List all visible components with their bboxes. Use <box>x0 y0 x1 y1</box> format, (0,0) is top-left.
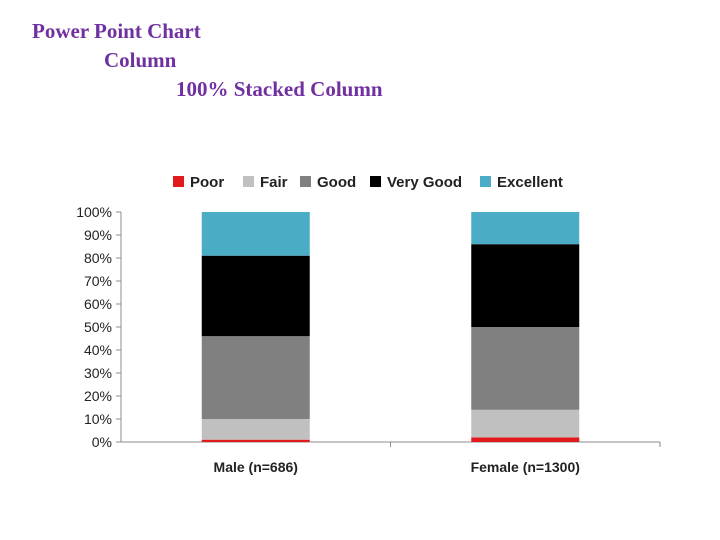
y-tick-label: 10% <box>84 411 112 427</box>
bar-stack-female-n-1300 <box>471 212 580 442</box>
legend-swatch <box>243 176 254 187</box>
y-tick-label: 70% <box>84 273 112 289</box>
bar-segment-poor <box>201 439 310 442</box>
legend-label: Good <box>317 174 356 191</box>
bar-segment-poor <box>471 437 580 442</box>
legend-item-very-good: Very Good <box>370 174 462 191</box>
title-line-2: Column <box>104 48 177 72</box>
legend-label: Excellent <box>497 174 563 191</box>
y-tick-label: 80% <box>84 250 112 266</box>
y-tick-label: 30% <box>84 365 112 381</box>
bar-segment-very-good <box>471 244 580 327</box>
bar-segment-excellent <box>201 212 310 256</box>
bar-segment-very-good <box>201 255 310 337</box>
x-axis: Male (n=686) Female (n=1300) <box>214 442 661 475</box>
bar-segment-fair <box>471 409 580 438</box>
y-tick-label: 0% <box>92 434 112 450</box>
legend-label: Fair <box>260 174 288 191</box>
legend-label: Poor <box>190 174 224 191</box>
legend-item-good: Good <box>300 174 356 191</box>
legend-item-poor: Poor <box>173 174 224 191</box>
bars <box>201 212 580 442</box>
legend-swatch <box>480 176 491 187</box>
legend-item-excellent: Excellent <box>480 174 563 191</box>
x-category-label: Female (n=1300) <box>471 459 580 475</box>
bar-segment-excellent <box>471 212 580 245</box>
y-tick-label: 60% <box>84 296 112 312</box>
y-tick-label: 100% <box>76 204 112 220</box>
y-tick-label: 40% <box>84 342 112 358</box>
bar-segment-fair <box>201 419 310 440</box>
legend-swatch <box>300 176 311 187</box>
bar-stack-male-n-686 <box>201 212 310 442</box>
legend-swatch <box>173 176 184 187</box>
title-line-3: 100% Stacked Column <box>176 77 383 101</box>
bar-segment-good <box>471 327 580 410</box>
legend-label: Very Good <box>387 174 462 191</box>
legend-item-fair: Fair <box>243 174 288 191</box>
chart-legend: Poor Fair Good Very Good Excellent <box>173 174 563 191</box>
legend-swatch <box>370 176 381 187</box>
title-line-1: Power Point Chart <box>32 19 201 43</box>
y-tick-label: 50% <box>84 319 112 335</box>
y-tick-label: 90% <box>84 227 112 243</box>
x-category-label: Male (n=686) <box>214 459 298 475</box>
y-tick-label: 20% <box>84 388 112 404</box>
bar-segment-good <box>201 336 310 419</box>
